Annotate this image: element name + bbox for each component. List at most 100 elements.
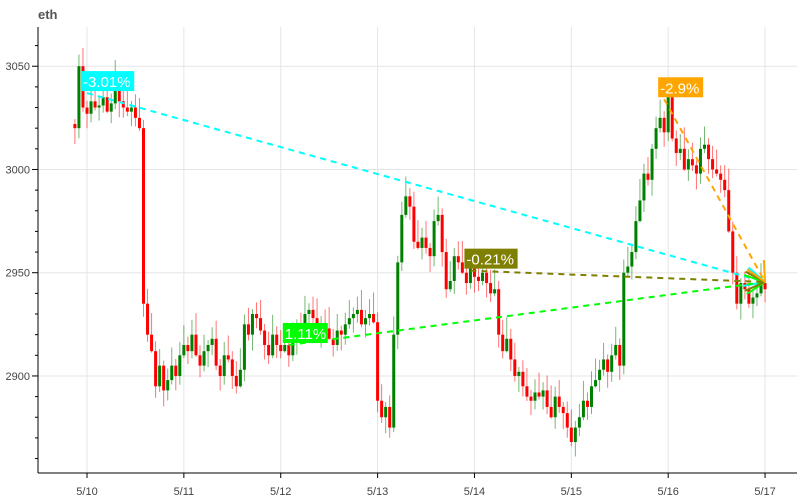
candle-body bbox=[283, 344, 287, 352]
candle bbox=[549, 385, 553, 419]
candle-body bbox=[85, 107, 89, 114]
candle-body bbox=[565, 413, 569, 428]
candle bbox=[372, 292, 376, 324]
candle-body bbox=[485, 272, 489, 284]
candle bbox=[594, 358, 598, 388]
candle-body bbox=[541, 390, 545, 397]
candle-body bbox=[723, 179, 727, 191]
candle-body bbox=[154, 351, 158, 387]
candle bbox=[73, 119, 77, 145]
candle bbox=[85, 100, 89, 129]
candle bbox=[686, 149, 690, 182]
candle bbox=[158, 349, 162, 393]
candles bbox=[73, 48, 767, 457]
candle bbox=[581, 380, 585, 421]
candle-body bbox=[581, 400, 585, 418]
candle-body bbox=[529, 396, 533, 401]
candle bbox=[238, 348, 242, 388]
candle-body bbox=[263, 330, 267, 345]
candle bbox=[432, 209, 436, 267]
candle-body bbox=[497, 289, 501, 335]
candle bbox=[384, 401, 388, 434]
candle-body bbox=[202, 351, 206, 366]
candle-body bbox=[142, 128, 146, 304]
candle bbox=[460, 240, 464, 275]
trend-annotations: -3.01% 1.11% -0.21% -2.9% bbox=[81, 71, 767, 346]
candle-body bbox=[372, 314, 376, 323]
y-tick-label: 3050 bbox=[6, 61, 30, 73]
candle-body bbox=[343, 324, 347, 335]
candle-body bbox=[432, 221, 436, 257]
candle-body bbox=[456, 256, 460, 263]
candle-body bbox=[255, 314, 259, 319]
candle-body bbox=[287, 344, 291, 356]
candle bbox=[311, 296, 315, 327]
candle bbox=[368, 299, 372, 326]
candle-body bbox=[674, 138, 678, 153]
candle-body bbox=[472, 268, 476, 277]
candle-body bbox=[436, 214, 440, 222]
candle-body bbox=[537, 392, 541, 397]
candle bbox=[202, 334, 206, 372]
trend-line bbox=[663, 98, 766, 283]
candle-body bbox=[363, 318, 367, 325]
candle bbox=[537, 372, 541, 400]
candle-body bbox=[339, 330, 343, 335]
candle-body bbox=[509, 338, 513, 360]
candle-body bbox=[690, 159, 694, 166]
axes: 5/10 5/11 5/12 5/13 5/14 5/15 5/16 5/17 2900 2950… bbox=[6, 27, 797, 498]
candle-body bbox=[476, 276, 480, 281]
candle-body bbox=[170, 365, 174, 381]
candle-body bbox=[89, 101, 93, 114]
candle-body bbox=[719, 173, 723, 180]
candle bbox=[137, 98, 141, 132]
candle-body bbox=[735, 272, 739, 304]
candle bbox=[723, 164, 727, 198]
candle-body bbox=[359, 309, 363, 325]
candle bbox=[355, 296, 359, 323]
candle-body bbox=[347, 318, 351, 325]
candle bbox=[634, 206, 638, 260]
candle bbox=[614, 326, 618, 360]
candle bbox=[735, 256, 739, 310]
candle bbox=[412, 191, 416, 249]
annotation-label: 1.11% bbox=[285, 326, 326, 343]
candle bbox=[638, 178, 642, 223]
candle-body bbox=[133, 107, 137, 118]
candle bbox=[150, 313, 154, 353]
candle bbox=[610, 343, 614, 382]
candle bbox=[545, 375, 549, 415]
candle bbox=[267, 331, 271, 364]
candle bbox=[646, 157, 650, 186]
candle bbox=[541, 382, 545, 410]
candle-body bbox=[150, 334, 154, 352]
candle-body bbox=[408, 196, 412, 207]
candle-body bbox=[638, 200, 642, 222]
candle-body bbox=[561, 406, 565, 414]
annotation-label-bg bbox=[658, 77, 704, 98]
candle bbox=[662, 111, 666, 147]
candle-body bbox=[682, 148, 686, 170]
candle bbox=[529, 389, 533, 416]
candle-body bbox=[331, 338, 335, 345]
candle bbox=[715, 149, 719, 177]
candle-body bbox=[376, 322, 380, 401]
candle-body bbox=[464, 272, 468, 284]
candle-body bbox=[206, 344, 210, 352]
candle-body bbox=[230, 359, 234, 376]
candle-body bbox=[727, 190, 731, 232]
candle-body bbox=[594, 380, 598, 387]
arrow-head bbox=[762, 259, 767, 283]
trend-line bbox=[86, 92, 766, 283]
candle-body bbox=[218, 365, 222, 376]
candle bbox=[392, 316, 396, 432]
candle bbox=[557, 380, 561, 413]
candle-body bbox=[186, 344, 190, 352]
candle bbox=[517, 366, 521, 392]
candle bbox=[109, 93, 113, 124]
candle-body bbox=[267, 344, 271, 356]
candle-body bbox=[759, 283, 763, 294]
candle bbox=[626, 246, 630, 276]
candle bbox=[146, 288, 150, 342]
candle-body bbox=[238, 369, 242, 387]
